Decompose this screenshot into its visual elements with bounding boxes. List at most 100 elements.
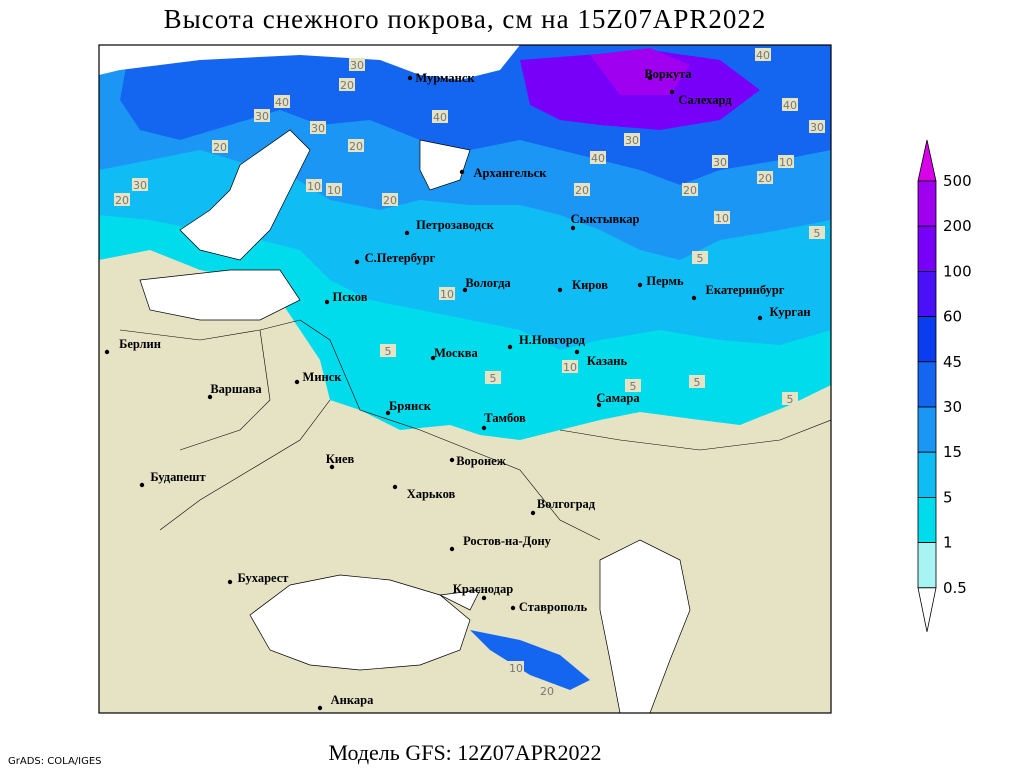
legend-triangle — [917, 587, 937, 632]
contour-label: 10 — [509, 662, 523, 675]
city-label: Мурманск — [415, 71, 475, 85]
contour-label: 5 — [814, 227, 821, 240]
city-dot — [354, 259, 360, 265]
city-dot — [462, 287, 468, 293]
contour-label: 20 — [683, 184, 697, 197]
city-dot — [407, 75, 413, 81]
contour-label: 40 — [275, 96, 289, 109]
city-label: Брянск — [389, 399, 432, 413]
city-dot — [557, 287, 563, 293]
city-dot — [570, 225, 576, 231]
city-dot — [596, 402, 602, 408]
city-label: Волгоград — [537, 497, 596, 511]
contour-label-bg — [274, 95, 290, 108]
city-label: Петрозаводск — [416, 218, 494, 232]
contour-label: 30 — [713, 156, 727, 169]
city-label: Минск — [303, 370, 343, 384]
contour-label-bg — [539, 684, 555, 697]
city-label: Ростов-на-Дону — [463, 534, 552, 548]
city-label: Будапешт — [150, 470, 205, 484]
contour-label: 20 — [540, 685, 554, 698]
contour-label-bg — [339, 78, 355, 91]
city-dot — [481, 595, 487, 601]
contour-label: 30 — [133, 179, 147, 192]
contour-label: 5 — [697, 252, 704, 265]
credit: GrADS: COLA/IGES — [8, 756, 102, 767]
contour-label-bg — [114, 193, 130, 206]
legend-box — [917, 180, 937, 227]
city-dot — [294, 379, 300, 385]
contour-label-bg — [625, 379, 641, 392]
white-sea — [419, 139, 471, 191]
city-dot — [574, 349, 580, 355]
contour-label: 10 — [779, 156, 793, 169]
baltic-sea — [139, 129, 311, 321]
contour-label: 20 — [758, 172, 772, 185]
city-label: Варшава — [210, 382, 262, 396]
legend-box — [917, 406, 937, 453]
city-dot — [507, 344, 513, 350]
city-label: Тамбов — [484, 411, 526, 425]
contour-label: 5 — [787, 393, 794, 406]
legend-box — [917, 542, 937, 589]
contour-label: 30 — [350, 59, 364, 72]
legend-label: 5 — [943, 488, 953, 506]
contour-label-bg — [439, 287, 455, 300]
legend-box — [917, 496, 937, 543]
contour-label-bg — [624, 133, 640, 146]
city-label: С.Петербург — [365, 251, 436, 265]
contour-label-bg — [755, 48, 771, 61]
city-dot — [459, 169, 465, 175]
contour-label-bg — [809, 120, 825, 133]
legend-label: 15 — [943, 443, 962, 461]
snow-caucasus — [470, 630, 590, 690]
city-dot — [317, 705, 323, 711]
contour-label-bg — [757, 171, 773, 184]
city-dot — [404, 230, 410, 236]
contour-label-bg — [682, 183, 698, 196]
city-dot — [637, 282, 643, 288]
contour-label: 30 — [625, 134, 639, 147]
contour-label-bg — [689, 375, 705, 388]
legend-label: 200 — [943, 217, 972, 235]
legend-label: 1 — [943, 534, 953, 552]
city-dot — [324, 299, 330, 305]
city-dot — [139, 482, 145, 488]
city-label: Казань — [587, 354, 628, 368]
city-label: Архангельск — [474, 166, 548, 180]
contour-label-bg — [782, 392, 798, 405]
city-label: Ставрополь — [519, 600, 588, 614]
legend-box — [917, 225, 937, 272]
city-label: Москва — [434, 346, 478, 360]
contour-label-bg — [382, 193, 398, 206]
contour-label-bg — [574, 183, 590, 196]
legend-box — [917, 270, 937, 317]
city-dot — [449, 546, 455, 552]
city-label: Сыктывкар — [571, 212, 640, 226]
contour-label: 5 — [630, 380, 637, 393]
contour-label-bg — [712, 155, 728, 168]
contour-label-bg — [782, 98, 798, 111]
contour-label-bg — [132, 178, 148, 191]
snow-200-500 — [590, 48, 690, 95]
legend-box — [917, 316, 937, 363]
azov-sea — [438, 589, 481, 611]
city-dot — [481, 425, 487, 431]
contour-label-bg — [809, 226, 825, 239]
city-dot — [430, 355, 436, 361]
title: Высота снежного покрова, см на 15Z07APR2… — [164, 4, 767, 34]
contour-label: 10 — [715, 212, 729, 225]
footer: Модель GFS: 12Z07APR2022 — [328, 740, 601, 765]
contour-label: 30 — [810, 121, 824, 134]
contour-label: 5 — [490, 372, 497, 385]
contour-label-bg — [714, 211, 730, 224]
legend-label: 500 — [943, 172, 972, 190]
contour-label: 10 — [307, 180, 321, 193]
city-label: Краснодар — [453, 582, 513, 596]
contour-label-bg — [590, 151, 606, 164]
contour-label: 5 — [694, 376, 701, 389]
city-label: Анкара — [331, 693, 374, 707]
city-dot — [669, 89, 675, 95]
city-dot — [647, 75, 653, 81]
